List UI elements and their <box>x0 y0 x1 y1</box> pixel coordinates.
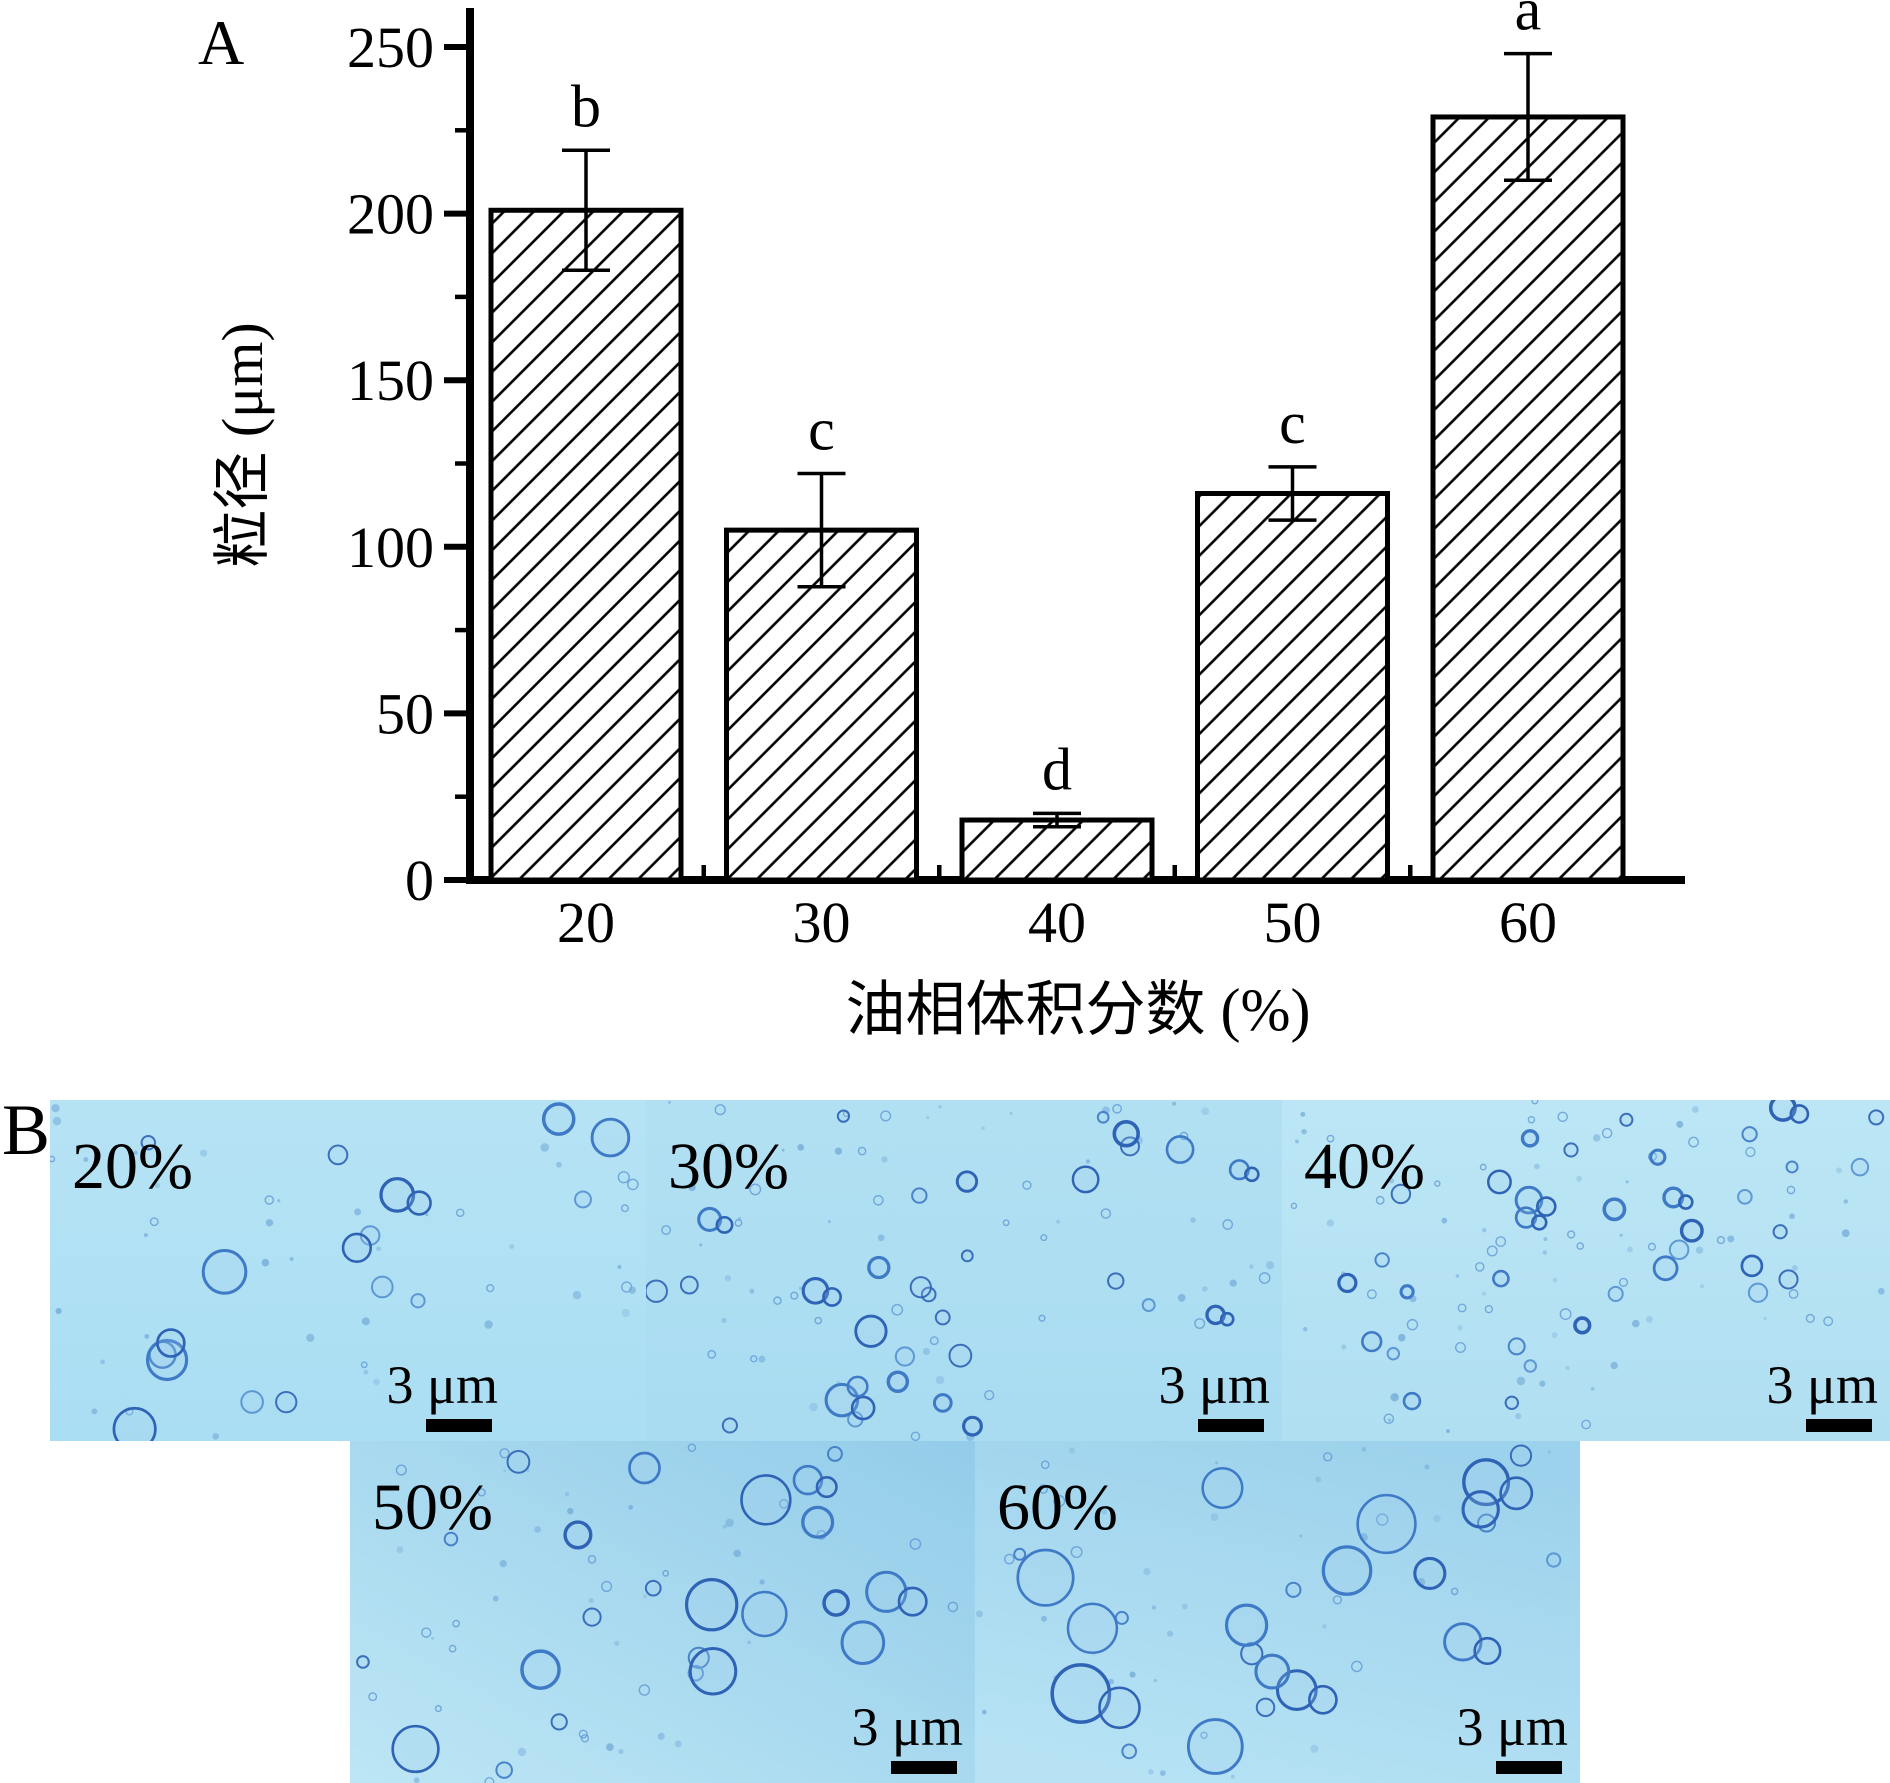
scale-bar-60 <box>1496 1761 1562 1774</box>
micrograph-tile-40: 40% 3 μm <box>1282 1100 1890 1441</box>
droplets <box>356 1443 959 1783</box>
y-tick-label: 100 <box>347 515 434 580</box>
scale-bar-20 <box>426 1419 492 1432</box>
y-tick-label: 0 <box>405 848 434 913</box>
tile-label-50: 50% <box>372 1471 493 1544</box>
bar-60 <box>1430 114 1626 883</box>
y-tick-label: 50 <box>376 681 434 746</box>
scale-bar-label-40: 3 μm <box>1767 1355 1878 1415</box>
micrograph-background <box>350 1441 975 1783</box>
micrograph-tile-60: 60% 3 μm <box>975 1441 1580 1783</box>
bar-50 <box>1195 490 1390 883</box>
sig-letter-50: c <box>1279 390 1306 456</box>
x-axis-title: 油相体积分数 (%) <box>846 977 1311 1043</box>
tile-label-20: 20% <box>72 1130 193 1203</box>
scale-bar-50 <box>891 1761 957 1774</box>
bar-40 <box>959 817 1155 883</box>
sig-letter-20: b <box>571 73 601 139</box>
chart-plot-area: 0 50 100 150 200 250 20 30 40 50 60 b c d c a <box>347 0 1685 955</box>
y-tick-label: 200 <box>347 182 434 247</box>
tile-label-30: 30% <box>668 1130 789 1203</box>
x-tick-label: 50 <box>1264 890 1322 955</box>
error-bar-30 <box>797 471 846 589</box>
droplets <box>50 1102 639 1441</box>
x-tick-label: 20 <box>557 890 615 955</box>
x-tick-label: 30 <box>793 890 851 955</box>
micrograph-tile-20: 20% 3 μm <box>50 1100 646 1441</box>
micrograph-tile-30: 30% 3 μm <box>646 1100 1282 1441</box>
sig-letter-30: c <box>808 396 835 462</box>
error-bar-60 <box>1504 51 1552 183</box>
panel-b-label: B <box>2 1090 51 1170</box>
x-tick-label: 60 <box>1499 890 1557 955</box>
micrograph-background <box>646 1100 1282 1441</box>
scale-bar-label-30: 3 μm <box>1159 1355 1270 1415</box>
y-tick-label: 250 <box>347 15 434 80</box>
tile-label-40: 40% <box>1304 1130 1425 1203</box>
scale-bar-40 <box>1806 1419 1872 1432</box>
y-axis-title: 粒径 (μm) <box>210 322 275 567</box>
sig-letter-40: d <box>1042 736 1072 802</box>
micrograph-tile-50: 50% 3 μm <box>350 1441 975 1783</box>
droplets <box>646 1100 1275 1441</box>
error-bar-50 <box>1268 465 1317 522</box>
scale-bar-label-20: 3 μm <box>387 1355 498 1415</box>
y-tick-label: 150 <box>347 348 434 413</box>
bar-20 <box>488 207 684 883</box>
panel-a-label: A <box>198 7 244 78</box>
droplets <box>976 1444 1562 1779</box>
error-bar-40 <box>1033 811 1081 829</box>
x-tick-label: 40 <box>1028 890 1086 955</box>
error-bar-20 <box>562 148 610 272</box>
sig-letter-60: a <box>1515 0 1542 43</box>
scale-bar-30 <box>1198 1419 1264 1432</box>
scale-bar-label-50: 3 μm <box>852 1697 963 1757</box>
scale-bar-label-60: 3 μm <box>1457 1697 1568 1757</box>
panel-a-chart: A 粒径 (μm) 油相体积分数 (%) 0 50 100 150 200 250 20 30… <box>198 0 1685 1043</box>
droplets <box>1290 1100 1885 1433</box>
tile-label-60: 60% <box>997 1471 1118 1544</box>
